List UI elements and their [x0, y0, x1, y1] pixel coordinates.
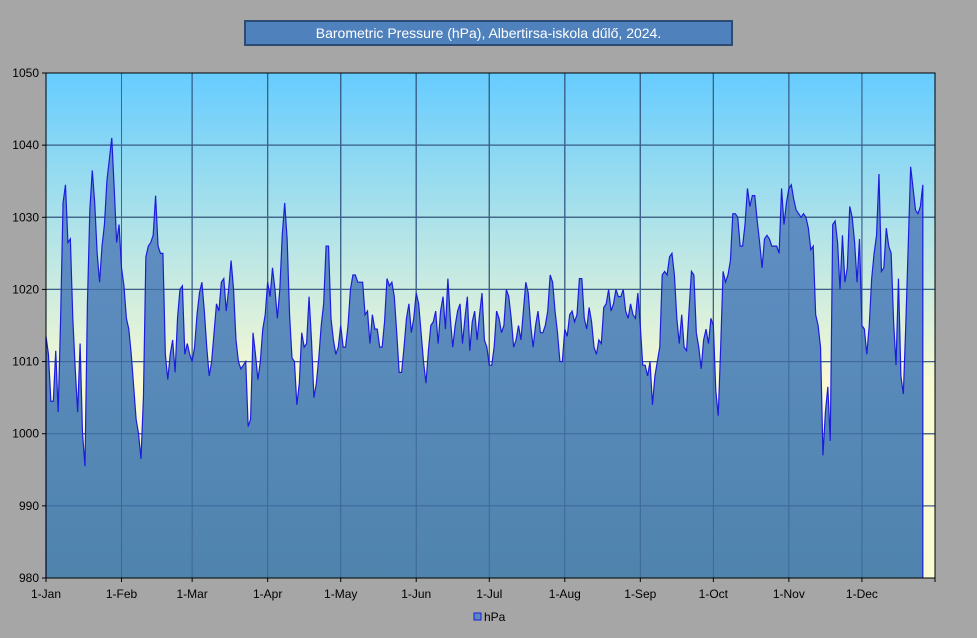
x-tick-label: 1-May: [324, 587, 357, 601]
x-tick-label: 1-Oct: [699, 587, 729, 601]
y-tick-label: 1040: [12, 138, 39, 152]
pressure-line: [45, 137, 924, 578]
y-tick-label: 1020: [12, 282, 39, 296]
x-tick-label: 1-Jan: [31, 587, 61, 601]
legend-swatch: [473, 612, 482, 621]
pressure-area: [46, 137, 923, 578]
x-tick-label: 1-Dec: [846, 587, 878, 601]
x-tick-label: 1-Jun: [401, 587, 431, 601]
x-tick-label: 1-Mar: [176, 587, 207, 601]
x-tick-label: 1-Apr: [253, 587, 282, 601]
y-tick-label: 990: [19, 499, 39, 513]
x-tick-label: 1-Feb: [106, 587, 138, 601]
legend-label: hPa: [484, 610, 506, 624]
plot-border: [45, 72, 936, 579]
y-tick-label: 1030: [12, 210, 39, 224]
x-tick-label: 1-Aug: [549, 587, 581, 601]
x-tick-label: 1-Nov: [773, 587, 805, 601]
y-tick-label: 1010: [12, 355, 39, 369]
chart-title: Barometric Pressure (hPa), Albertirsa-is…: [244, 20, 733, 46]
y-tick-label: 1050: [12, 66, 39, 80]
y-tick-label: 980: [19, 571, 39, 585]
x-tick-label: 1-Sep: [624, 587, 656, 601]
legend: hPa: [473, 610, 506, 624]
y-tick-label: 1000: [12, 427, 39, 441]
y-axis: 980 990 1000 1010 1020 1030 1040 1050: [12, 66, 46, 585]
x-tick-label: 1-Jul: [476, 587, 502, 601]
x-axis: 1-Jan 1-Feb 1-Mar 1-Apr 1-May 1-Jun 1-Jul 1-Aug…: [31, 578, 936, 601]
